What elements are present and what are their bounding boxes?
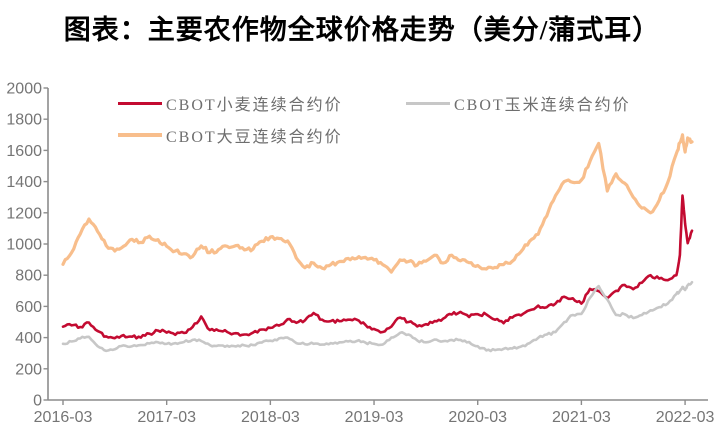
y-tick-label: 1200 <box>6 205 42 222</box>
x-tick-label: 2020-03 <box>448 409 507 426</box>
wheat-line-swatch <box>118 101 162 105</box>
series-line-0 <box>61 194 694 340</box>
y-tick-label: 1000 <box>6 237 42 254</box>
legend-label-corn: CBOT玉米连续合约价 <box>454 97 631 114</box>
y-tick-label: 0 <box>33 393 42 410</box>
y-tick-label: 800 <box>15 268 42 285</box>
series-line-2 <box>61 280 694 353</box>
corn-line-swatch <box>406 101 450 105</box>
y-tick-label: 1800 <box>6 112 42 129</box>
legend-label-soy: CBOT大豆连续合约价 <box>166 129 343 146</box>
legend-item-wheat: CBOT小麦连续合约价 <box>118 91 406 115</box>
y-tick-label: 400 <box>15 330 42 347</box>
x-tick-label: 2018-03 <box>241 409 300 426</box>
x-tick-label: 2017-03 <box>137 409 196 426</box>
legend-item-corn: CBOT玉米连续合约价 <box>406 91 631 115</box>
page-title: 图表：主要农作物全球价格走势（美分/蒲式耳） <box>63 15 661 45</box>
y-tick-label: 600 <box>15 299 42 316</box>
y-tick-label: 200 <box>15 361 42 378</box>
legend-item-soy: CBOT大豆连续合约价 <box>118 123 406 147</box>
x-tick-label: 2022-03 <box>656 409 715 426</box>
legend: CBOT小麦连续合约价 CBOT玉米连续合约价 CBOT大豆连续合约价 <box>118 91 631 147</box>
legend-label-wheat: CBOT小麦连续合约价 <box>166 97 343 114</box>
x-tick-label: 2016-03 <box>34 409 93 426</box>
x-tick-label: 2021-03 <box>552 409 611 426</box>
y-tick-label: 2000 <box>6 81 42 98</box>
series-line-1 <box>61 133 694 274</box>
soy-line-swatch <box>118 133 162 137</box>
y-tick-label: 1600 <box>6 143 42 160</box>
x-tick-label: 2019-03 <box>345 409 404 426</box>
y-tick-label: 1400 <box>6 174 42 191</box>
